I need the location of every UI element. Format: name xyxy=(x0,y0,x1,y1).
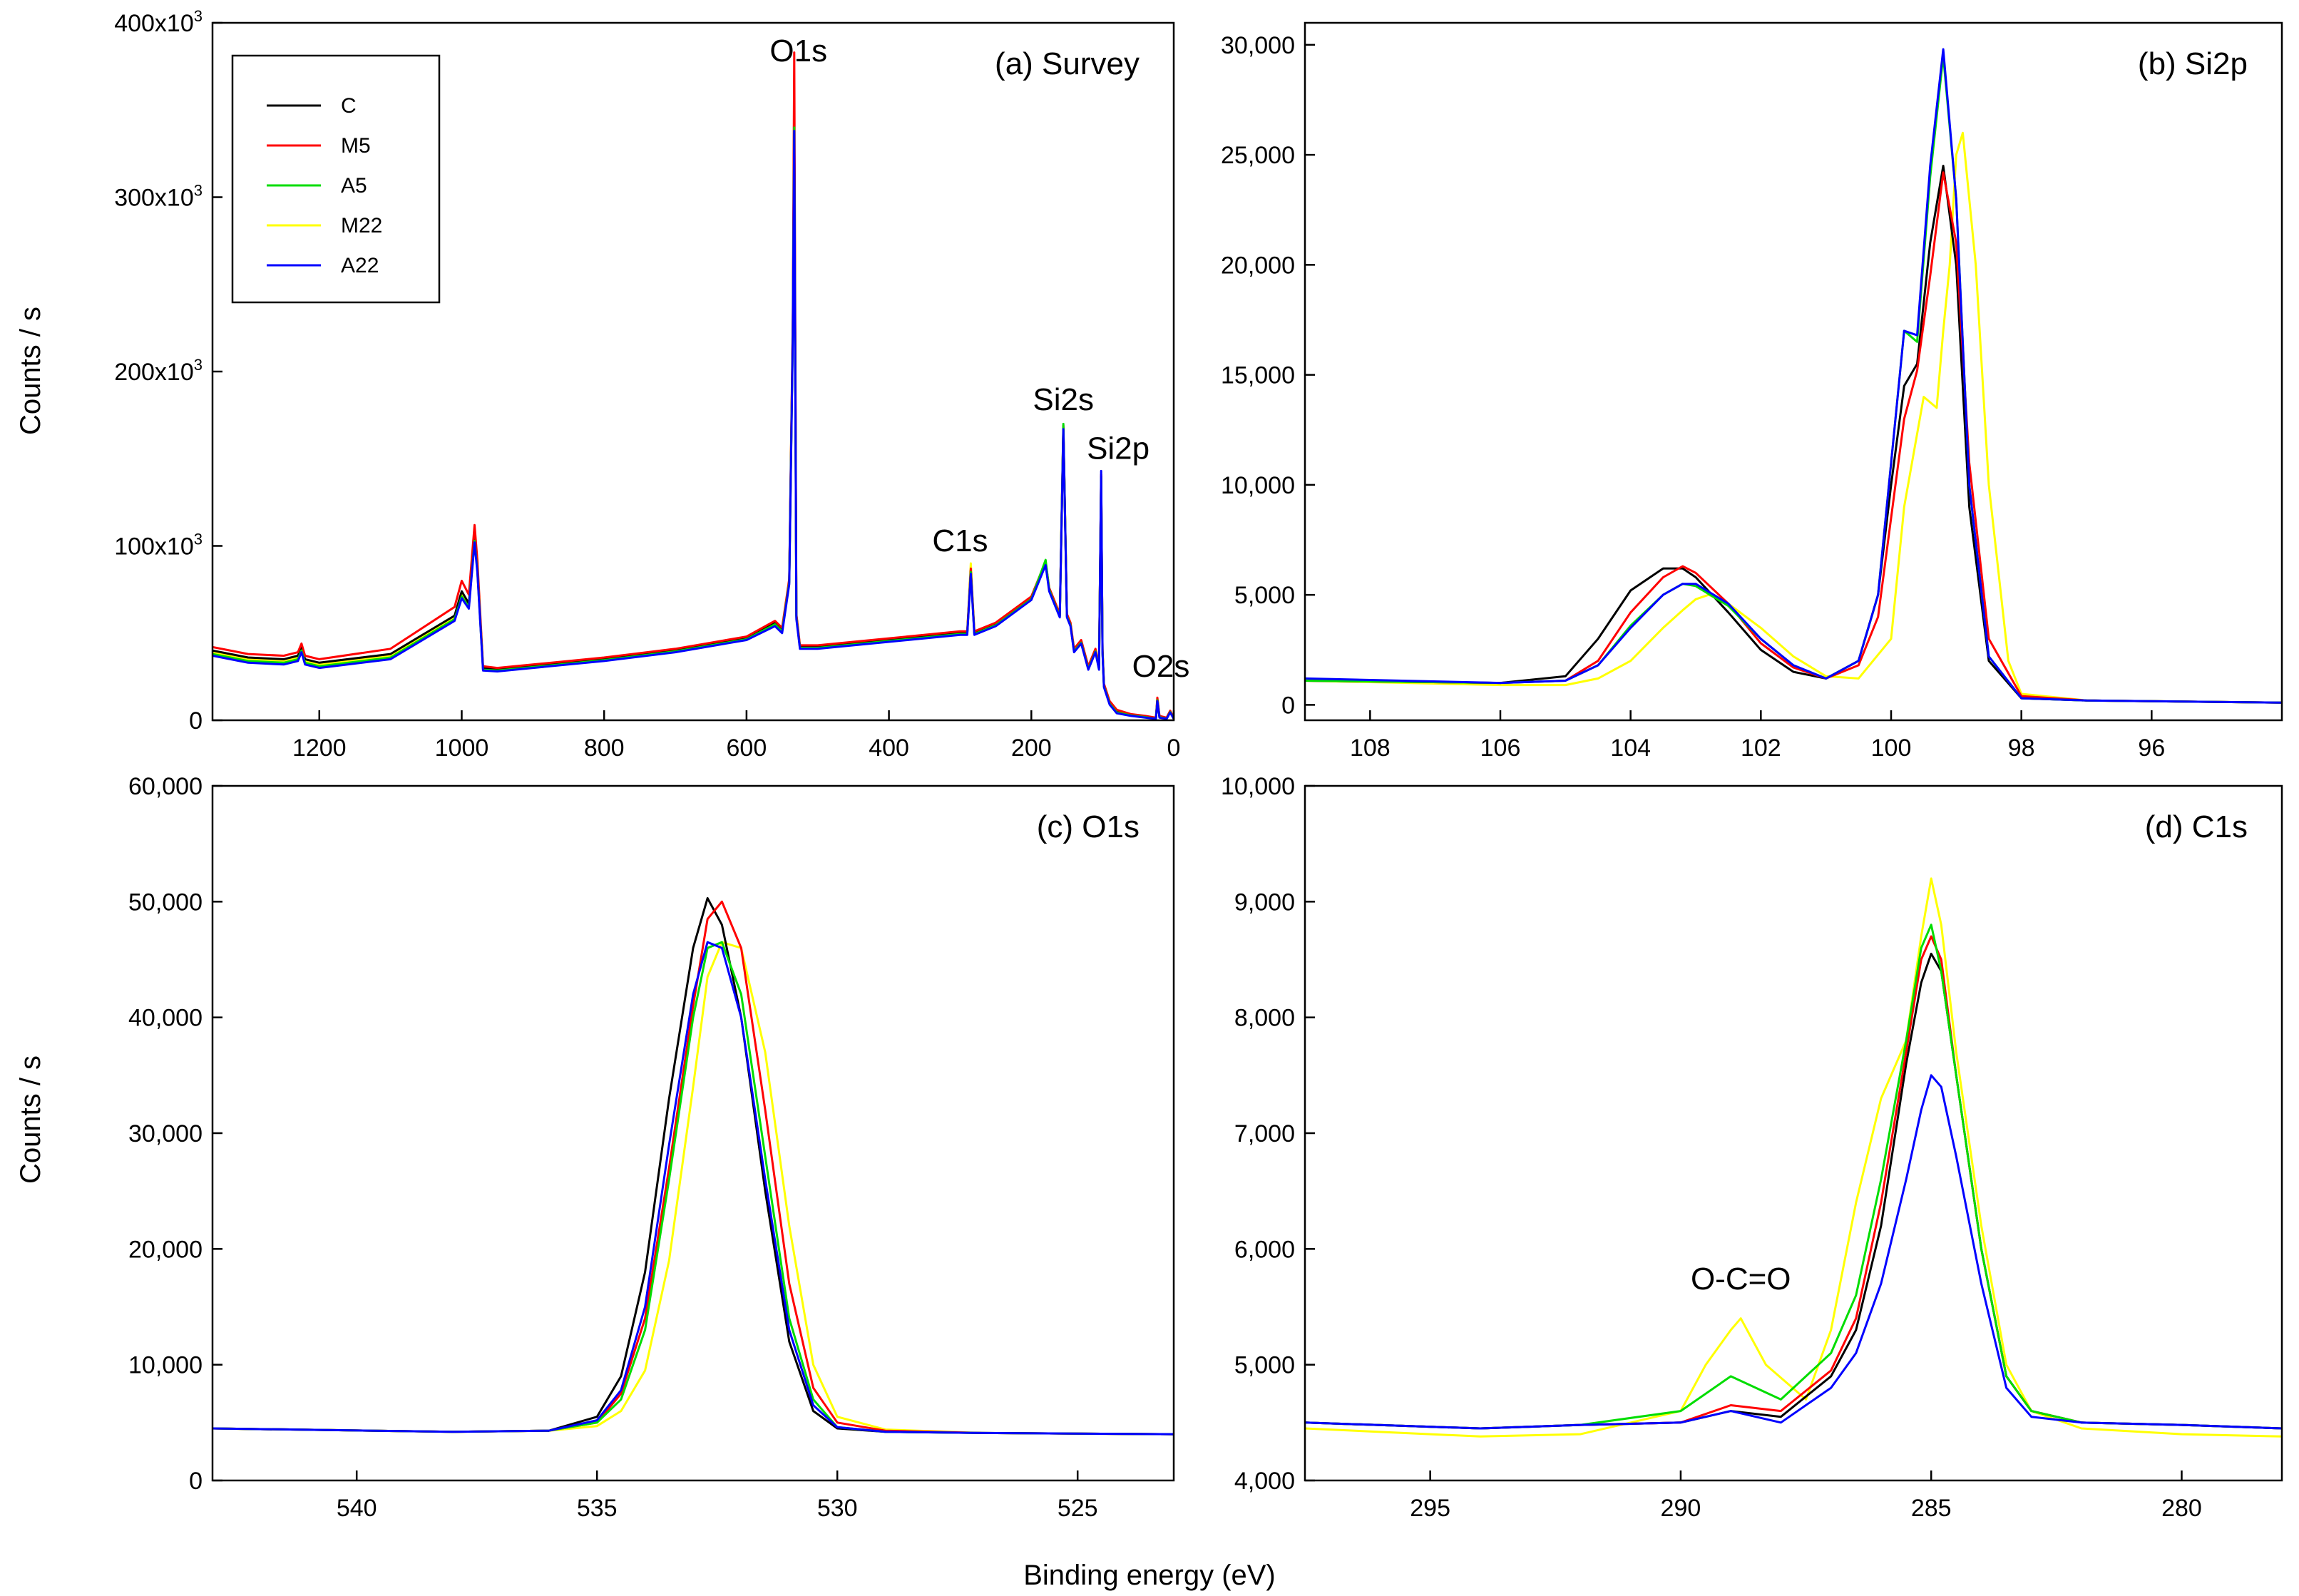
x-tick-label: 106 xyxy=(1480,735,1521,762)
x-tick-label: 200 xyxy=(1011,735,1052,762)
series-group xyxy=(1305,877,2282,1438)
y-tick-label: 8,000 xyxy=(1234,1005,1295,1032)
peak-annotation: O2s xyxy=(1132,649,1190,684)
series-line-m22 xyxy=(213,941,1174,1436)
legend-label-m22: M22 xyxy=(341,214,382,237)
x-tick-label: 96 xyxy=(2138,735,2165,762)
y-tick-label: 50,000 xyxy=(128,889,203,916)
y-tick-exponent: 3 xyxy=(194,182,203,200)
x-tick-label: 285 xyxy=(1911,1495,1952,1522)
y-tick-label: 4,000 xyxy=(1234,1468,1295,1495)
legend-label-a22: A22 xyxy=(341,254,379,277)
xlabel: Binding energy (eV) xyxy=(1023,1560,1276,1591)
x-tick-label: 102 xyxy=(1741,735,1781,762)
legend: C M5 A5 M22 A22 xyxy=(231,54,441,304)
panel-title: (a) Survey xyxy=(995,46,1140,81)
y-tick-label: 5,000 xyxy=(1234,1352,1295,1379)
x-tick-label: 800 xyxy=(584,735,625,762)
x-tick-label: 525 xyxy=(1058,1495,1098,1522)
panel-a: 1200 1000 800 600 400 200 0 0 100x103 200x103 300x… xyxy=(114,7,1189,762)
legend-label-c: C xyxy=(341,94,357,118)
y-tick-label: 60,000 xyxy=(128,773,203,800)
series-line-m22 xyxy=(1305,131,2282,704)
y-tick-label: 20,000 xyxy=(128,1236,203,1263)
panel-d: 295 290 285 280 4,000 5,000 6,000 7,000 8,000 9,0… xyxy=(1221,773,2283,1522)
x-tick-label: 0 xyxy=(1167,735,1181,762)
legend-box xyxy=(231,54,441,304)
x-tick-label: 290 xyxy=(1661,1495,1701,1522)
series-line-a22 xyxy=(213,130,1174,720)
panel-b: 108 106 104 102 100 98 96 0 5,000 10,000 15,000 20,… xyxy=(1221,21,2283,762)
y-tick-label: 30,000 xyxy=(128,1120,203,1147)
x-tick-label: 1000 xyxy=(435,735,489,762)
panel-title: (c) O1s xyxy=(1037,809,1140,844)
series-group xyxy=(1305,48,2282,704)
panel-title: (d) C1s xyxy=(2145,809,2248,844)
plot-frame xyxy=(1304,21,2283,722)
x-tick-label: 1200 xyxy=(292,735,347,762)
y-tick-label: 0 xyxy=(189,707,203,735)
y-tick-label: 7,000 xyxy=(1234,1120,1295,1147)
y-tick-label: 40,000 xyxy=(128,1005,203,1032)
y-tick-label: 25,000 xyxy=(1221,142,1295,169)
y-tick-label: 300x103 xyxy=(114,182,203,212)
y-tick-label: 30,000 xyxy=(1221,32,1295,59)
y-tick-exponent: 3 xyxy=(194,531,203,548)
y-tick-label: 0 xyxy=(1281,692,1295,719)
peak-annotation: O1s xyxy=(769,34,827,68)
ylabel-top: Counts / s xyxy=(15,307,46,435)
x-tick-label: 535 xyxy=(577,1495,618,1522)
x-tick-label: 540 xyxy=(337,1495,377,1522)
ylabel-bottom: Counts / s xyxy=(15,1055,46,1184)
x-tick-label: 280 xyxy=(2161,1495,2202,1522)
y-tick-exponent: 3 xyxy=(194,7,203,25)
y-tick-label: 5,000 xyxy=(1234,582,1295,609)
series-line-a22 xyxy=(1305,48,2282,704)
x-tick-label: 295 xyxy=(1410,1495,1450,1522)
x-tick-label: 108 xyxy=(1350,735,1391,762)
y-tick-label: 10,000 xyxy=(1221,472,1295,499)
x-tick-label: 400 xyxy=(869,735,909,762)
y-tick-label: 20,000 xyxy=(1221,252,1295,279)
peak-annotation: C1s xyxy=(932,523,988,558)
x-tick-label: 600 xyxy=(727,735,767,762)
peak-annotation: Si2p xyxy=(1087,431,1150,466)
series-group xyxy=(213,897,1174,1436)
series-group xyxy=(213,51,1174,720)
y-tick-label: 100x103 xyxy=(114,531,203,561)
y-tick-label: 15,000 xyxy=(1221,362,1295,389)
x-tick-label: 98 xyxy=(2008,735,2035,762)
peak-annotation: Si2s xyxy=(1033,382,1094,417)
x-tick-label: 100 xyxy=(1871,735,1912,762)
x-tick-label: 104 xyxy=(1610,735,1651,762)
panels: 1200 1000 800 600 400 200 00100x103200x103300x… xyxy=(114,7,2283,1522)
y-tick-exponent: 3 xyxy=(194,356,203,374)
panel-title: (b) Si2p xyxy=(2138,46,2248,81)
series-line-m22 xyxy=(1305,877,2282,1438)
legend-label-a5: A5 xyxy=(341,174,367,198)
y-tick-label: 10,000 xyxy=(128,1352,203,1379)
y-tick-label: 6,000 xyxy=(1234,1236,1295,1263)
y-tick-label: 0 xyxy=(189,1468,203,1495)
y-tick-label: 10,000 xyxy=(1221,773,1295,800)
y-tick-label: 400x103 xyxy=(114,7,203,37)
series-line-a22 xyxy=(1305,1074,2282,1430)
y-tick-label: 9,000 xyxy=(1234,889,1295,916)
x-tick-label: 530 xyxy=(817,1495,858,1522)
series-line-a22 xyxy=(213,941,1174,1436)
peak-annotation: O-C=O xyxy=(1691,1262,1791,1296)
series-line-a5 xyxy=(1305,924,2282,1430)
y-tick-label: 200x103 xyxy=(114,356,203,386)
panel-c: 540 535 530 525 0 10,000 20,000 30,000 40,000 50,… xyxy=(128,773,1175,1522)
legend-label-m5: M5 xyxy=(341,134,371,158)
